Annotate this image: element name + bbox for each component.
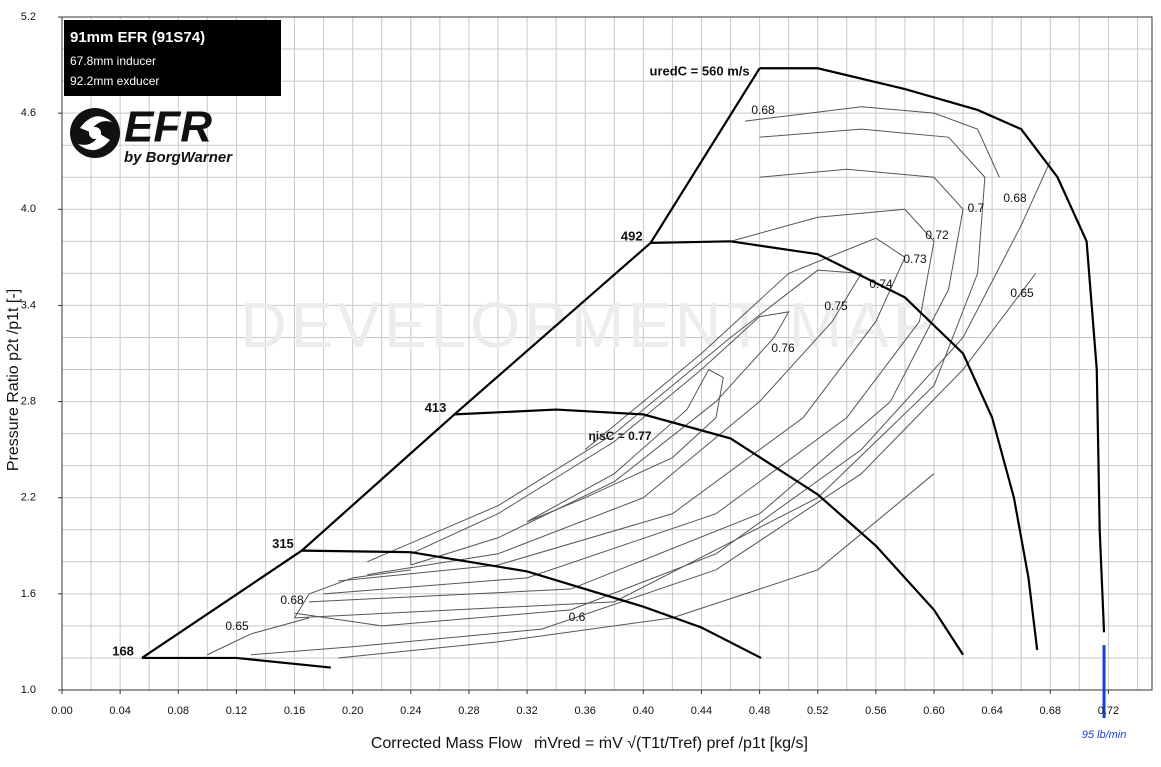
efficiency-line — [410, 311, 790, 566]
x-tick-label: 0.00 — [51, 705, 72, 717]
y-tick-label: 4.0 — [21, 203, 36, 215]
y-axis-label: Pressure Ratio p2t /p1t [-] — [5, 289, 22, 471]
lines: ηisC = 0.770.760.750.740.730.720.70.680.… — [112, 64, 1126, 741]
efficiency-line — [294, 569, 411, 619]
speed-label: 315 — [272, 536, 294, 551]
efficiency-label: 0.6 — [569, 610, 586, 624]
efficiency-label: 0.65 — [225, 619, 249, 633]
x-tick-label: 0.68 — [1040, 705, 1061, 717]
x-tick-label: 0.16 — [284, 705, 305, 717]
header-line: 67.8mm inducer — [70, 54, 156, 68]
efficiency-line — [338, 473, 935, 659]
x-tick-label: 0.48 — [749, 705, 770, 717]
speed-line — [650, 240, 1039, 651]
efficiency-label: 0.65 — [1010, 286, 1034, 300]
efficiency-line — [294, 128, 986, 619]
efficiency-line — [323, 208, 935, 595]
x-axis-formula: ṁVred = ṁV √(T1t/Tref) pref /p1t [kg/s] — [534, 735, 808, 752]
x-tick-label: 0.52 — [807, 705, 828, 717]
logo-icon — [70, 108, 120, 158]
y-tick-label: 5.2 — [21, 11, 36, 23]
y-tick-label: 1.0 — [21, 684, 36, 696]
flow-marker-label: 95 lb/min — [1082, 729, 1127, 741]
header-title: 91mm EFR (91S74) — [70, 29, 205, 46]
x-tick-label: 0.04 — [109, 705, 130, 717]
efficiency-label: 0.7 — [968, 201, 985, 215]
x-tick-label: 0.20 — [342, 705, 363, 717]
x-tick-label: 0.24 — [400, 705, 421, 717]
x-tick-label: 0.72 — [1098, 705, 1119, 717]
efficiency-label: 0.72 — [925, 228, 949, 242]
speed-line — [759, 67, 1106, 633]
x-tick-label: 0.12 — [226, 705, 247, 717]
x-tick-label: 0.28 — [458, 705, 479, 717]
efficiency-label: 0.73 — [903, 252, 927, 266]
y-tick-label: 2.2 — [21, 492, 36, 504]
efficiency-line — [207, 617, 310, 656]
logo-text: EFR — [124, 103, 212, 152]
x-tick-label: 0.56 — [865, 705, 886, 717]
speed-label: 413 — [425, 400, 447, 415]
efficiency-label: 0.75 — [824, 299, 848, 313]
speed-label: uredC = 560 m/s — [650, 64, 750, 79]
efficiency-line — [367, 269, 863, 576]
speed-line — [301, 549, 762, 659]
y-tick-label: 3.4 — [21, 299, 36, 311]
x-tick-label: 0.40 — [633, 705, 654, 717]
header-box — [64, 20, 281, 96]
header-line: 92.2mm exducer — [70, 74, 159, 88]
x-tick-label: 0.36 — [574, 705, 595, 717]
efficiency-label: 0.68 — [751, 103, 775, 117]
efficiency-line — [745, 106, 1000, 178]
efficiency-label: 0.68 — [280, 593, 304, 607]
efficiency-line — [526, 368, 724, 523]
speed-label: 168 — [112, 643, 134, 658]
plot-frame — [61, 16, 1153, 691]
y-tick-label: 1.6 — [21, 588, 36, 600]
logo-sub: by BorgWarner — [124, 149, 233, 166]
x-tick-label: 0.60 — [923, 705, 944, 717]
watermark: DEVELOPMENT MAP — [241, 289, 940, 361]
x-tick-label: 0.32 — [516, 705, 537, 717]
speed-line — [141, 656, 331, 669]
efficiency-line — [309, 168, 964, 603]
efficiency-label: 0.68 — [1003, 191, 1027, 205]
y-tick-label: 4.6 — [21, 107, 36, 119]
x-axis-label: Corrected Mass Flow — [371, 735, 523, 752]
y-tick-label: 2.8 — [21, 395, 36, 407]
x-tick-label: 0.64 — [981, 705, 1002, 717]
efficiency-label: 0.76 — [771, 341, 795, 355]
x-tick-label: 0.44 — [691, 705, 712, 717]
speed-label: 492 — [621, 228, 643, 243]
efficiency-line — [250, 273, 1037, 656]
efficiency-line — [294, 161, 1051, 627]
x-tick-label: 0.08 — [168, 705, 189, 717]
speed-line — [454, 408, 964, 656]
